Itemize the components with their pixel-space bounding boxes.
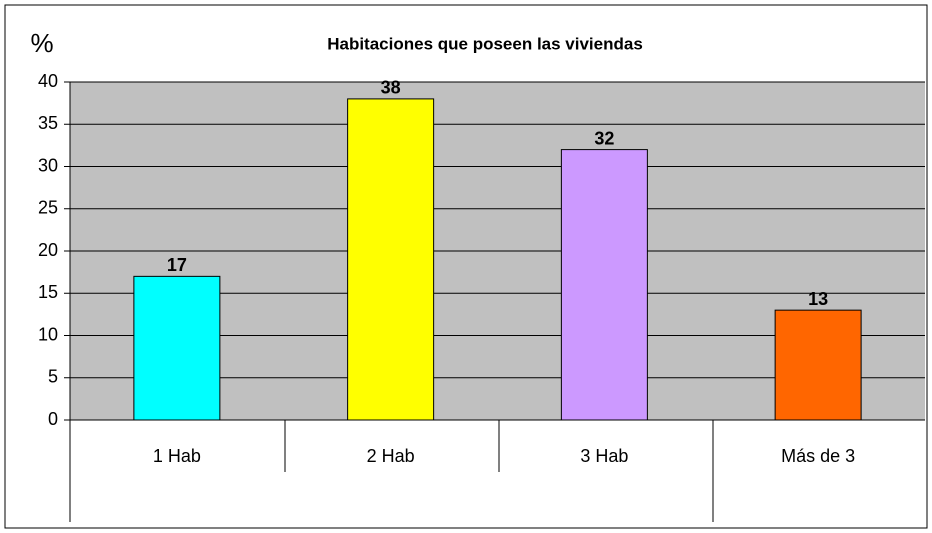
y-tick-label: 20 (38, 240, 58, 260)
x-tick-label: 1 Hab (153, 446, 201, 466)
data-label: 13 (808, 289, 828, 309)
y-tick-label: 0 (48, 409, 58, 429)
x-tick-label: 2 Hab (367, 446, 415, 466)
data-label: 17 (167, 255, 187, 275)
data-label: 38 (381, 78, 401, 98)
bar (347, 98, 435, 421)
y-tick-label: 5 (48, 367, 58, 387)
y-tick-label: 30 (38, 155, 58, 175)
y-tick-label: 25 (38, 198, 58, 218)
bar (133, 275, 221, 421)
x-tick-label: 3 Hab (580, 446, 628, 466)
y-axis-label: % (30, 28, 53, 58)
data-label: 32 (594, 128, 614, 148)
y-tick-label: 35 (38, 113, 58, 133)
bar (560, 149, 648, 421)
chart-title: Habitaciones que poseen las viviendas (327, 34, 643, 53)
y-tick-label: 40 (38, 71, 58, 91)
x-tick-label: Más de 3 (781, 446, 855, 466)
y-tick-label: 10 (38, 324, 58, 344)
bar (774, 309, 862, 421)
y-tick-label: 15 (38, 282, 58, 302)
